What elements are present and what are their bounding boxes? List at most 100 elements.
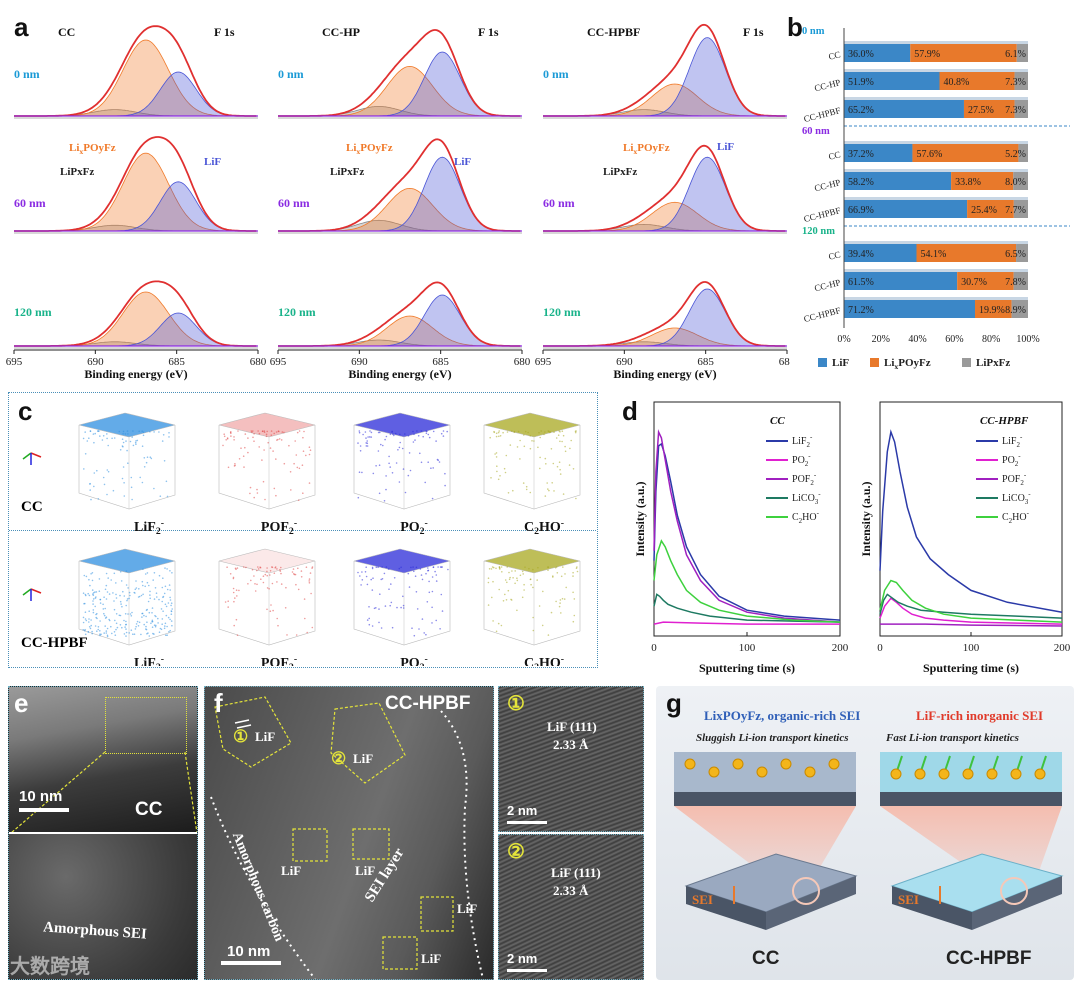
panel-f-region-4 (352, 828, 390, 860)
panel-d-series-0-4 (653, 539, 841, 623)
panel-c-axes-glyph-0 (22, 452, 42, 465)
panel-a-label-lif-0: LiF (204, 156, 221, 168)
panel-f-title: CC-HPBF (385, 693, 471, 714)
panel-d-title-1: CC-HPBF (980, 415, 1029, 427)
panel-a-spectrum-2-0 (543, 23, 787, 117)
panel-a-spectrum-0-2 (14, 280, 258, 347)
panel-f-overlay (210, 696, 484, 979)
panel-a-title-0: CC (58, 25, 75, 39)
panel-c-label-0-1: POF2- (261, 518, 297, 537)
panel-c-label-1-3: C2HO- (524, 654, 564, 666)
panel-f-marker-2: ② (331, 749, 347, 768)
panel-d-tick-label-1-2: 200 (1054, 642, 1071, 654)
panel-a-tick-label-2-1: 690 (616, 356, 633, 368)
panel-g-left-sub: Sluggish Li-ion transport kinetics (696, 732, 849, 744)
panel-b-bar-0-2-2 (1014, 100, 1028, 118)
panel-f-lif-label-1: LiF (255, 729, 276, 744)
panel-a-label-lipf-0: LiPxFz (60, 166, 94, 178)
panel-g-li-ion-left-2 (732, 758, 744, 770)
panel-a-tick-label-1-0: 695 (270, 356, 287, 368)
panel-a-depth-0-1: 60 nm (14, 196, 46, 210)
panel-b-bar-1-2-2 (1013, 200, 1028, 218)
panel-d-series-1-2 (880, 623, 1063, 627)
panel-b-bar-label-0-2-1: 27.5% (968, 105, 994, 116)
panel-b-legend-label-2: LiPxFz (976, 357, 1010, 369)
panel-f-scale-bar (221, 961, 281, 965)
panel-a-peak-lipof-0-0 (14, 39, 258, 117)
panel-g-left-sei: SEI (692, 892, 713, 907)
panel-b-bar-label-2-2-1: 19.9% (979, 305, 1005, 316)
panel-b-bar-0-2-1 (963, 100, 1015, 118)
panel-b-tick-4: 80% (982, 334, 1000, 345)
panel-d-legend-label-1-1: PO2- (1002, 452, 1021, 468)
panel-b-row-label-0-1: CC-HP (813, 77, 841, 93)
panel-d-legend-label-0-2: POF2- (792, 471, 817, 487)
panel-b-row-label-1-0: CC (827, 149, 841, 162)
panel-b-bar-2-1-2 (1013, 272, 1028, 290)
panel-b-tick-5: 100% (1016, 334, 1039, 345)
panel-a-element-2: F 1s (743, 25, 764, 39)
panel-f-inset-1-label: LiF (111) (547, 719, 597, 734)
panel-d-legend-label-1-3: LiCO3- (1002, 490, 1031, 506)
panel-b-bar-2-2-0 (844, 300, 976, 318)
panel-f-inset-1-spacing: 2.33 Å (553, 737, 589, 752)
panel-g-li-ion-right-6 (1034, 768, 1046, 780)
panel-a-tick-label-0-0: 695 (6, 356, 23, 368)
panel-d-xlabel-0: Sputtering time (s) (699, 661, 795, 675)
panel-b-bar-label-1-1-2: 8.0% (1005, 177, 1026, 188)
panel-b-bar-label-2-0-1: 54.1% (920, 249, 946, 260)
panel-a-peak-lipof-0-2 (14, 291, 258, 347)
panel-c-tof-sims-3d: CC CC-HPBF LiF2- POF2- PO2- C2HO- LiF2- POF2-… (8, 392, 598, 668)
panel-a-xlabel-2: Binding energy (eV) (613, 367, 716, 381)
panel-f-hrtem: CC-HPBF ① LiF ② LiF LiF LiF LiF LiF Amor… (204, 686, 494, 980)
panel-b-bar-2-1-0 (844, 272, 958, 290)
panel-a-xlabel-0: Binding energy (eV) (84, 367, 187, 381)
panel-d-tick-label-1-0: 0 (877, 642, 883, 654)
panel-f-region-5 (420, 896, 454, 932)
panel-b-bar-label-2-1-0: 61.5% (848, 277, 874, 288)
panel-a-spectrum-0-1 (14, 136, 258, 232)
panel-d-title-0: CC (770, 415, 785, 427)
panel-d-tick-label-0-2: 200 (832, 642, 849, 654)
panel-d-frame-1 (879, 401, 1063, 637)
panel-d-series-0-0 (653, 442, 841, 621)
panel-b-row-label-2-1: CC-HP (813, 277, 841, 293)
panel-a-xps-spectra: CC F 1s 0 nm 60 nm LixPOyFz LiF LiPxFz 120 nm 69… (6, 23, 790, 381)
panel-g-right-label: CC-HPBF (946, 948, 1032, 969)
panel-c-cube-1-0 (78, 548, 176, 646)
panel-a-tick-label-1-3: 680 (514, 356, 531, 368)
panel-a-label-lipf-2: LiPxFz (603, 166, 637, 178)
panel-c-label-0-3: C2HO- (524, 518, 564, 537)
panel-b-bar-top-0-1 (844, 69, 1028, 72)
panel-b-bar-label-0-2-0: 65.2% (848, 105, 874, 116)
panel-b-bar-label-1-0-1: 57.6% (916, 149, 942, 160)
panel-b-row-label-1-2: CC-HPBF (803, 205, 842, 224)
panel-a-depth-1-1: 60 nm (278, 196, 310, 210)
panel-c-row-label-cchpbf: CC-HPBF (21, 635, 88, 651)
panel-c-cube-0-2 (353, 412, 451, 510)
panel-b-bar-2-0-1 (916, 244, 1017, 262)
panel-a-tick-label-1-1: 690 (351, 356, 368, 368)
panel-a-element-1: F 1s (478, 25, 499, 39)
panel-g-right-block-front (892, 886, 972, 930)
panel-b-row-label-2-2: CC-HPBF (803, 305, 842, 324)
panel-b-bar-label-2-0-2: 6.5% (1005, 249, 1026, 260)
panel-b-bar-label-1-1-0: 58.2% (848, 177, 874, 188)
panel-a-tick-label-2-3: 680 (779, 356, 790, 368)
panel-b-bar-top-0-2 (844, 97, 1028, 100)
panel-d-chart-1 (879, 401, 1063, 637)
panel-a-title-2: CC-HPBF (587, 25, 640, 39)
panel-a-label-lipof-1: LixPOyFz (346, 142, 393, 156)
panel-e-zoom-box (105, 697, 187, 754)
panel-a-tick-label-2-0: 695 (535, 356, 552, 368)
panel-b-depth-0: 0 nm (802, 26, 825, 37)
panel-g-li-ion-right-3 (962, 768, 974, 780)
panel-b-bar-top-2-2 (844, 297, 1028, 300)
panel-b-tick-2: 40% (908, 334, 926, 345)
panel-b-bar-label-0-1-0: 51.9% (848, 77, 874, 88)
panel-b-bar-0-0-1 (910, 44, 1017, 62)
panel-d-series-0-3 (653, 593, 841, 623)
panel-f-inset-2-label: LiF (111) (551, 865, 601, 880)
panel-a-spectrum-1-1 (278, 138, 522, 232)
panel-a-tick-label-0-2: 685 (168, 356, 185, 368)
